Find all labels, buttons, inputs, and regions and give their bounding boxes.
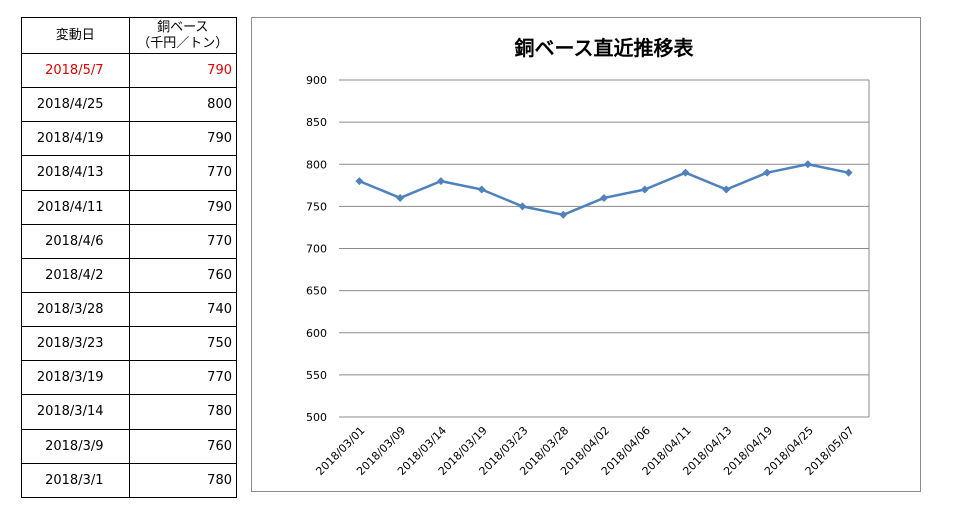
table-row: 2018/4/19 790 xyxy=(21,121,237,157)
row-date: 2018/3/19 xyxy=(21,360,130,396)
table-row: 2018/3/1 780 xyxy=(21,462,237,499)
y-tick-label: 700 xyxy=(306,243,327,256)
header-value: 銅ベース （千円／トン） xyxy=(128,17,237,54)
row-value: 790 xyxy=(128,121,237,157)
row-value: 750 xyxy=(128,326,237,362)
row-date: 2018/3/9 xyxy=(21,428,130,464)
row-value: 800 xyxy=(128,87,237,123)
y-tick-label: 650 xyxy=(306,285,327,298)
y-tick-label: 750 xyxy=(306,200,327,213)
row-date: 2018/3/1 xyxy=(21,462,130,499)
header-date: 変動日 xyxy=(21,17,130,54)
y-tick-label: 500 xyxy=(306,411,327,424)
table-row: 2018/4/13 770 xyxy=(21,155,237,191)
data-point xyxy=(396,193,405,202)
row-value: 780 xyxy=(128,462,237,499)
data-point xyxy=(640,185,649,194)
row-value: 740 xyxy=(128,291,237,328)
table-row: 2018/4/6 770 xyxy=(21,223,237,259)
table-body: 2018/5/7 790 2018/4/25 800 2018/4/19 790 2018/… xyxy=(21,52,237,499)
row-value: 770 xyxy=(128,155,237,191)
row-date: 2018/4/11 xyxy=(21,189,130,225)
row-value: 770 xyxy=(128,223,237,259)
table-row: 2018/4/2 760 xyxy=(21,257,237,293)
table-header-row: 変動日 銅ベース （千円／トン） xyxy=(21,17,237,54)
chart-title: 銅ベース直近推移表 xyxy=(515,36,695,60)
row-value: 760 xyxy=(128,428,237,464)
data-point xyxy=(518,202,527,211)
y-tick-label: 800 xyxy=(306,158,327,171)
row-date: 2018/4/13 xyxy=(21,155,130,191)
chart-frame: 銅ベース直近推移表 500 550 600 650 700 750 800 850 900 2018… xyxy=(251,17,921,492)
table-row: 2018/3/23 750 xyxy=(21,326,237,362)
y-tick-label: 550 xyxy=(306,369,327,382)
row-value: 790 xyxy=(128,52,237,89)
row-date: 2018/3/28 xyxy=(21,291,130,328)
row-value: 760 xyxy=(128,257,237,293)
data-point xyxy=(600,193,608,202)
data-point xyxy=(681,168,690,177)
row-date: 2018/4/2 xyxy=(21,257,130,293)
series-line xyxy=(358,163,849,217)
table-row: 2018/3/19 770 xyxy=(21,360,237,396)
table-row: 2018/4/11 790 xyxy=(21,189,237,225)
y-tick-label: 850 xyxy=(306,116,327,129)
row-value: 770 xyxy=(128,360,237,396)
row-date: 2018/4/6 xyxy=(21,223,130,259)
y-tick-label: 900 xyxy=(306,74,327,87)
row-date: 2018/4/25 xyxy=(21,87,130,123)
table-row: 2018/5/7 790 xyxy=(21,52,237,89)
row-date: 2018/5/7 xyxy=(21,52,130,89)
header-value-line1: 銅ベース xyxy=(157,19,209,35)
table-row: 2018/3/14 780 xyxy=(21,394,237,430)
data-point xyxy=(477,185,486,194)
header-value-line2: （千円／トン） xyxy=(137,35,229,51)
price-table: 変動日 銅ベース （千円／トン） 2018/5/7 790 2018/4/25 800… xyxy=(21,17,237,499)
data-point xyxy=(722,185,731,194)
table-row: 2018/3/9 760 xyxy=(21,428,237,464)
data-point xyxy=(355,177,364,186)
row-value: 780 xyxy=(128,394,237,430)
line-chart: 銅ベース直近推移表5005506006507007508008509002018… xyxy=(306,36,870,478)
table-row: 2018/3/28 740 xyxy=(21,291,237,328)
row-date: 2018/4/19 xyxy=(21,121,130,157)
data-point xyxy=(763,168,772,177)
data-point xyxy=(559,210,568,219)
row-date: 2018/3/23 xyxy=(21,326,130,362)
data-point xyxy=(436,177,445,186)
y-tick-label: 600 xyxy=(306,327,327,340)
row-value: 790 xyxy=(128,189,237,225)
data-point xyxy=(803,160,812,169)
table-row: 2018/4/25 800 xyxy=(21,87,237,123)
row-date: 2018/3/14 xyxy=(21,394,130,430)
data-point xyxy=(844,168,853,177)
